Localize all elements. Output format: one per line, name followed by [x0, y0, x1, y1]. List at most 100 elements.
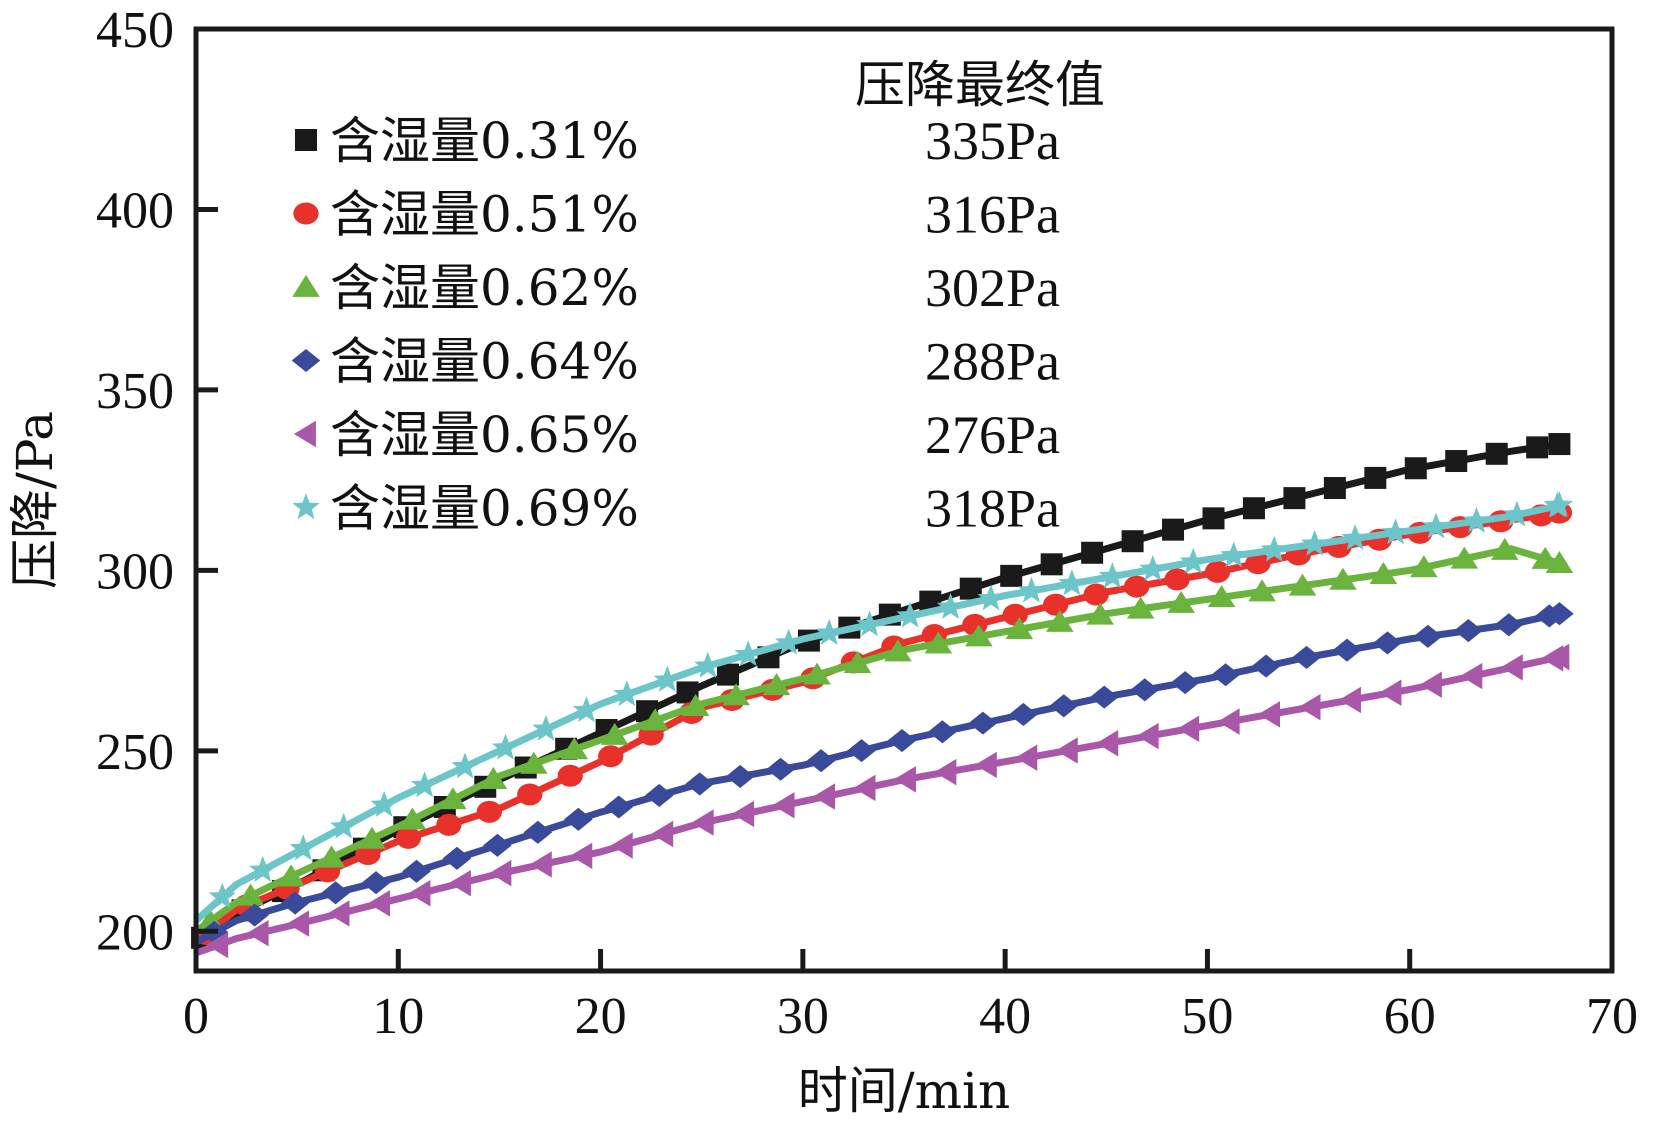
data-point	[813, 783, 836, 810]
data-point	[1000, 564, 1023, 587]
data-point	[236, 883, 265, 906]
data-point	[1460, 662, 1483, 690]
data-point	[896, 601, 924, 628]
x-tick-label: 50	[1181, 988, 1233, 1045]
data-point	[1242, 497, 1265, 520]
final-value-label: 316Pa	[925, 185, 1060, 245]
data-point	[1136, 722, 1159, 750]
data-point	[1046, 609, 1074, 632]
data-point	[289, 834, 317, 861]
data-point	[1179, 547, 1207, 574]
data-point	[725, 764, 755, 789]
data-point	[327, 900, 350, 927]
data-point	[1379, 679, 1402, 706]
legend-label: 含湿量0.64%	[330, 333, 639, 391]
data-point	[815, 619, 843, 645]
data-point	[1058, 569, 1086, 596]
data-point	[402, 859, 431, 883]
data-point	[1251, 654, 1281, 678]
data-point	[1089, 685, 1119, 709]
data-point	[1491, 537, 1519, 560]
data-point	[529, 851, 552, 878]
data-point	[564, 807, 593, 831]
data-point	[734, 640, 762, 667]
data-point	[806, 749, 836, 773]
final-value-label: 318Pa	[925, 479, 1060, 539]
data-point	[610, 832, 633, 859]
data-point	[1260, 535, 1288, 562]
data-point	[1220, 541, 1248, 568]
data-point	[249, 856, 277, 882]
data-point	[1494, 613, 1524, 637]
square-marker-icon	[295, 129, 317, 151]
y-tick-label: 400	[96, 182, 174, 239]
data-point	[1096, 730, 1119, 757]
data-point	[1369, 562, 1398, 585]
data-point	[1485, 442, 1508, 465]
data-point	[280, 891, 310, 915]
x-tick-label: 70	[1586, 988, 1638, 1045]
data-point	[1382, 518, 1410, 545]
series-6	[193, 491, 1573, 924]
data-point	[1288, 573, 1317, 596]
y-tick-label: 450	[96, 2, 174, 59]
data-point	[1332, 638, 1362, 662]
data-point	[1170, 671, 1200, 695]
data-point	[856, 610, 884, 637]
data-point	[489, 859, 512, 887]
data-point	[287, 910, 310, 937]
data-point	[557, 764, 583, 787]
data-point	[934, 758, 957, 786]
data-point	[924, 631, 953, 654]
triangle-left-marker-icon	[293, 420, 316, 448]
data-point	[1126, 596, 1155, 619]
data-point	[1545, 602, 1574, 626]
data-point	[722, 683, 750, 706]
data-point	[1364, 466, 1387, 489]
circle-marker-icon	[293, 202, 319, 225]
data-point	[1040, 553, 1063, 576]
legend-item: 含湿量0.62% 302Pa	[292, 258, 1060, 318]
triangle-up-marker-icon	[292, 274, 320, 297]
x-tick-label: 0	[183, 988, 209, 1045]
final-value-label: 276Pa	[925, 405, 1060, 465]
data-point	[451, 752, 479, 779]
data-point	[1207, 585, 1236, 608]
data-point	[717, 663, 740, 686]
data-point	[1204, 560, 1231, 583]
legend-label: 含湿量0.31%	[330, 112, 639, 170]
data-point	[1329, 567, 1357, 590]
plot-frame	[193, 26, 1615, 974]
y-axis-title: 压降/Pa	[6, 411, 64, 589]
data-point	[1211, 663, 1240, 687]
data-point	[676, 681, 699, 704]
data-point	[613, 680, 641, 707]
data-point	[803, 662, 831, 685]
data-point	[479, 767, 508, 790]
data-point	[1422, 512, 1450, 539]
data-point	[1123, 575, 1150, 598]
data-point	[560, 737, 589, 760]
data-point	[685, 772, 714, 796]
data-point	[1462, 506, 1491, 533]
data-point	[367, 890, 390, 917]
data-point	[1545, 491, 1573, 517]
x-tick-label: 40	[979, 988, 1031, 1045]
data-point	[1548, 433, 1571, 456]
data-point	[1202, 507, 1225, 530]
data-point	[370, 791, 398, 817]
data-point	[1301, 529, 1329, 556]
data-point	[893, 766, 916, 793]
data-point	[1017, 576, 1045, 603]
data-point	[1323, 477, 1346, 500]
series-line	[193, 501, 1561, 924]
data-point	[1500, 654, 1523, 681]
data-point	[772, 792, 795, 819]
data-point	[1298, 693, 1321, 721]
data-point	[523, 820, 553, 844]
x-axis: 0 10 20 30 40 50 60 70	[183, 949, 1638, 1045]
data-point	[694, 651, 722, 678]
data-point	[681, 693, 710, 716]
data-point	[436, 813, 462, 836]
